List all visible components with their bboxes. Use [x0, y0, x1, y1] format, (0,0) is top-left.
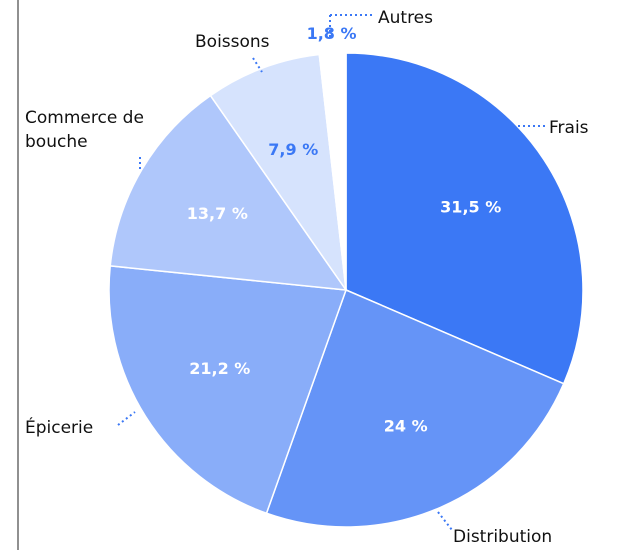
pie-slice — [109, 94, 348, 291]
value-label: 31,5 % — [440, 197, 501, 216]
value-label: 21,2 % — [189, 359, 250, 378]
pie-slice — [318, 52, 347, 291]
leader-line — [117, 411, 136, 426]
category-label: Distribution — [453, 527, 553, 547]
leader-line — [437, 511, 453, 531]
pie-slice — [265, 288, 565, 528]
value-label: 1,8 % — [307, 24, 357, 43]
category-label: Commerce de bouche — [25, 108, 144, 152]
category-label: Boissons — [195, 32, 270, 52]
category-label: Frais — [549, 118, 589, 138]
value-label: 13,7 % — [187, 204, 248, 223]
pie-slice — [209, 53, 347, 291]
pie-slice — [108, 265, 348, 515]
category-label: Épicerie — [25, 418, 94, 438]
value-label: 24 % — [384, 416, 428, 435]
pie-slice — [345, 52, 584, 385]
category-label: Autres — [378, 8, 434, 28]
value-label: 7,9 % — [268, 140, 318, 159]
